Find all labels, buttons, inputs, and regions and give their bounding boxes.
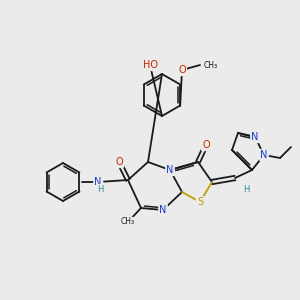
Text: N: N [159,205,167,215]
Text: H: H [243,185,249,194]
Text: H: H [97,184,103,194]
Text: O: O [202,140,210,150]
Text: S: S [197,197,203,207]
Text: N: N [251,132,259,142]
Text: O: O [115,157,123,167]
Text: CH₃: CH₃ [121,218,135,226]
Text: N: N [166,165,174,175]
Text: HO: HO [142,60,158,70]
Text: N: N [94,177,102,187]
Text: O: O [178,65,186,75]
Text: N: N [260,150,268,160]
Text: CH₃: CH₃ [204,61,218,70]
